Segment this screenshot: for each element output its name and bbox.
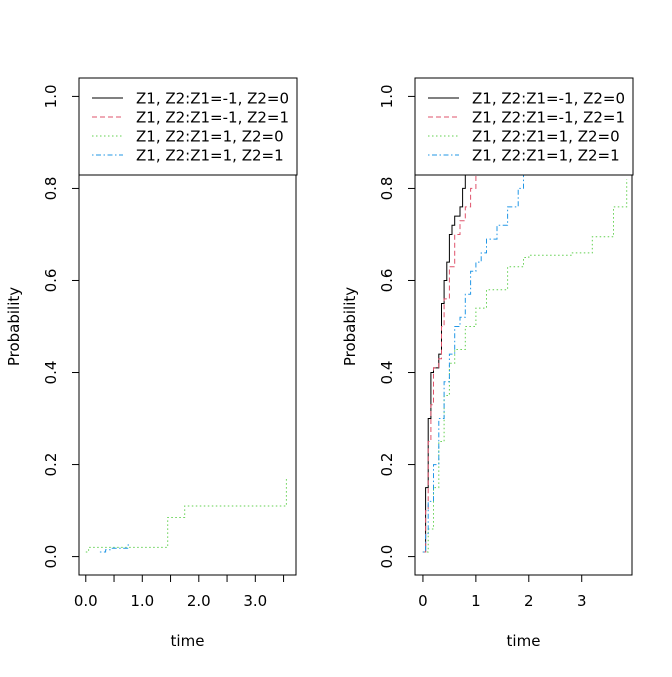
- series-line-4: [99, 542, 129, 553]
- x-tick-label: 0.0: [74, 592, 98, 610]
- series-group: [422, 165, 628, 553]
- legend-label-2: Z1, Z2:Z1=-1, Z2=1: [472, 109, 625, 127]
- chart-panel-2: 0 1 2 3 0.0 0.2 0.4 0.6 0.8 1.0 time Probability Z1,…: [341, 77, 634, 650]
- series-line-4: [422, 174, 524, 553]
- chart-panel-1: 0.0 1.0 2.0 3.0 0.0 0.2 0.4 0.6 0.8 1.0 time Probab…: [5, 77, 298, 650]
- legend-box: [414, 77, 634, 176]
- legend-label-3: Z1, Z2:Z1=1, Z2=0: [472, 128, 620, 146]
- y-tick-label: 0.2: [42, 453, 60, 477]
- x-axis-label: time: [507, 632, 541, 650]
- y-tick-label: 0.6: [42, 269, 60, 293]
- legend: Z1, Z2:Z1=-1, Z2=0Z1, Z2:Z1=-1, Z2=1Z1, …: [414, 77, 634, 176]
- legend-label-2: Z1, Z2:Z1=-1, Z2=1: [136, 109, 289, 127]
- y-axis-label: Probability: [5, 287, 23, 366]
- x-tick-label: 1.0: [130, 592, 154, 610]
- series-group: [85, 478, 287, 553]
- x-axis-label: time: [171, 632, 205, 650]
- legend-box: [78, 77, 298, 176]
- y-tick-label: 0.4: [42, 361, 60, 385]
- y-tick-label: 0.4: [378, 361, 396, 385]
- y-tick-label: 0.8: [42, 177, 60, 201]
- y-tick-label: 0.0: [378, 545, 396, 569]
- series-line-3: [85, 478, 287, 553]
- legend-label-3: Z1, Z2:Z1=1, Z2=0: [136, 128, 284, 146]
- legend-label-4: Z1, Z2:Z1=1, Z2=1: [472, 147, 620, 165]
- x-tick-label: 2.0: [187, 592, 211, 610]
- series-line-3: [422, 179, 628, 553]
- x-tick-label: 0: [418, 592, 428, 610]
- legend: Z1, Z2:Z1=-1, Z2=0Z1, Z2:Z1=-1, Z2=1Z1, …: [78, 77, 298, 176]
- x-tick-label: 1: [471, 592, 481, 610]
- legend-label-4: Z1, Z2:Z1=1, Z2=1: [136, 147, 284, 165]
- y-tick-label: 0.8: [378, 177, 396, 201]
- y-tick-label: 1.0: [42, 84, 60, 108]
- y-tick-label: 0.2: [378, 453, 396, 477]
- x-tick-label: 3: [577, 592, 587, 610]
- y-axis-label: Probability: [341, 287, 359, 366]
- x-tick-label: 3.0: [243, 592, 267, 610]
- series-line-1: [422, 165, 469, 553]
- legend-label-1: Z1, Z2:Z1=-1, Z2=0: [472, 90, 625, 108]
- y-tick-label: 0.6: [378, 269, 396, 293]
- y-tick-label: 1.0: [378, 84, 396, 108]
- y-tick-label: 0.0: [42, 545, 60, 569]
- legend-label-1: Z1, Z2:Z1=-1, Z2=0: [136, 90, 289, 108]
- x-tick-label: 2: [524, 592, 534, 610]
- series-line-2: [422, 174, 477, 553]
